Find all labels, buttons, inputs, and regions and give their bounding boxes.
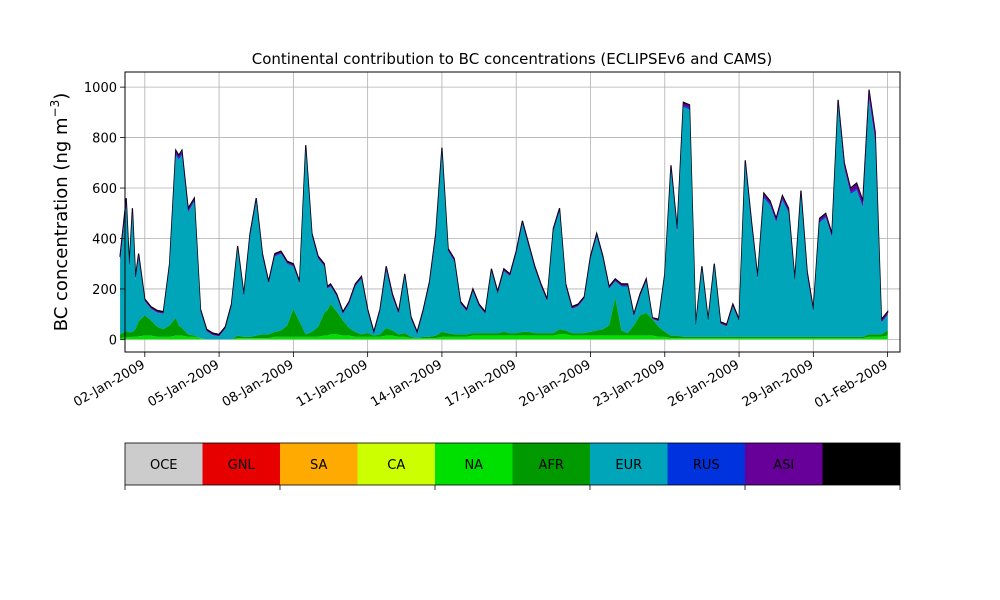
- colorbar-swatch-ca: [357, 443, 435, 485]
- colorbar-label-eur: EUR: [615, 458, 642, 473]
- y-axis-label-exponent: −3: [48, 100, 62, 118]
- colorbar-label-na: NA: [464, 458, 483, 473]
- colorbar-label-aus: AUS: [848, 458, 875, 473]
- x-tick-label: 14-Jan-2009: [368, 357, 445, 410]
- chart-title: Continental contribution to BC concentra…: [252, 50, 773, 68]
- colorbar-label-afr: AFR: [539, 458, 564, 473]
- x-tick-label: 26-Jan-2009: [665, 357, 742, 410]
- x-tick-label: 17-Jan-2009: [443, 357, 520, 410]
- grid-lines: [125, 72, 900, 352]
- y-tick-label: 0: [109, 333, 117, 348]
- colorbar-swatch-rus: [667, 443, 745, 485]
- x-tick-label: 02-Jan-2009: [71, 357, 148, 410]
- region-colorbar: OCE GNL SA CA NA AFR EUR RUS ASI AUS: [124, 442, 901, 490]
- plot-border: [124, 71, 901, 353]
- y-tick-label: 200: [92, 283, 117, 298]
- colorbar-swatch-sa: [280, 443, 358, 485]
- x-tick-label: 20-Jan-2009: [517, 357, 594, 410]
- colorbar-label-gnl: GNL: [228, 458, 256, 473]
- x-tick-label: 29-Jan-2009: [740, 357, 817, 410]
- y-tick-label: 600: [92, 182, 117, 197]
- x-tick-label: 23-Jan-2009: [591, 357, 668, 410]
- colorbar-label-asi: ASI: [773, 458, 794, 473]
- colorbar-label-ca: CA: [387, 458, 405, 473]
- colorbar-swatch-na: [435, 443, 513, 485]
- y-axis-label-close: ): [51, 93, 72, 100]
- colorbar-swatch-aus: [822, 443, 900, 485]
- colorbar-swatch-asi: [745, 443, 823, 485]
- colorbar-swatch-eur: [590, 443, 668, 485]
- y-tick-label: 1000: [84, 81, 117, 96]
- area-na: [120, 334, 888, 340]
- y-tick-label: 400: [92, 232, 117, 247]
- x-axis-ticks: 02-Jan-200905-Jan-200908-Jan-200911-Jan-…: [71, 352, 891, 411]
- x-tick-label: 05-Jan-2009: [145, 357, 222, 410]
- stacked-areas: [119, 89, 889, 340]
- colorbar-label-rus: RUS: [693, 458, 720, 473]
- colorbar-swatch-afr: [512, 443, 590, 485]
- colorbar-label-sa: SA: [310, 458, 327, 473]
- colorbar-label-oce: OCE: [150, 458, 178, 473]
- x-tick-label: 08-Jan-2009: [220, 357, 297, 410]
- colorbar-swatch-gnl: [202, 443, 280, 485]
- x-tick-label: 11-Jan-2009: [294, 357, 371, 410]
- y-axis-label-main: BC concentration (ng m: [51, 117, 72, 331]
- x-tick-label: 01-Feb-2009: [812, 357, 891, 411]
- y-axis-label: BC concentration (ng m−3): [48, 93, 72, 332]
- y-tick-label: 800: [92, 132, 117, 147]
- y-axis-ticks: 0 200 400 600 800 1000: [84, 81, 125, 348]
- colorbar-swatch-oce: [125, 443, 203, 485]
- area-eur: [120, 99, 888, 340]
- colorbar-border: [124, 442, 901, 486]
- plot-frame: [124, 71, 901, 353]
